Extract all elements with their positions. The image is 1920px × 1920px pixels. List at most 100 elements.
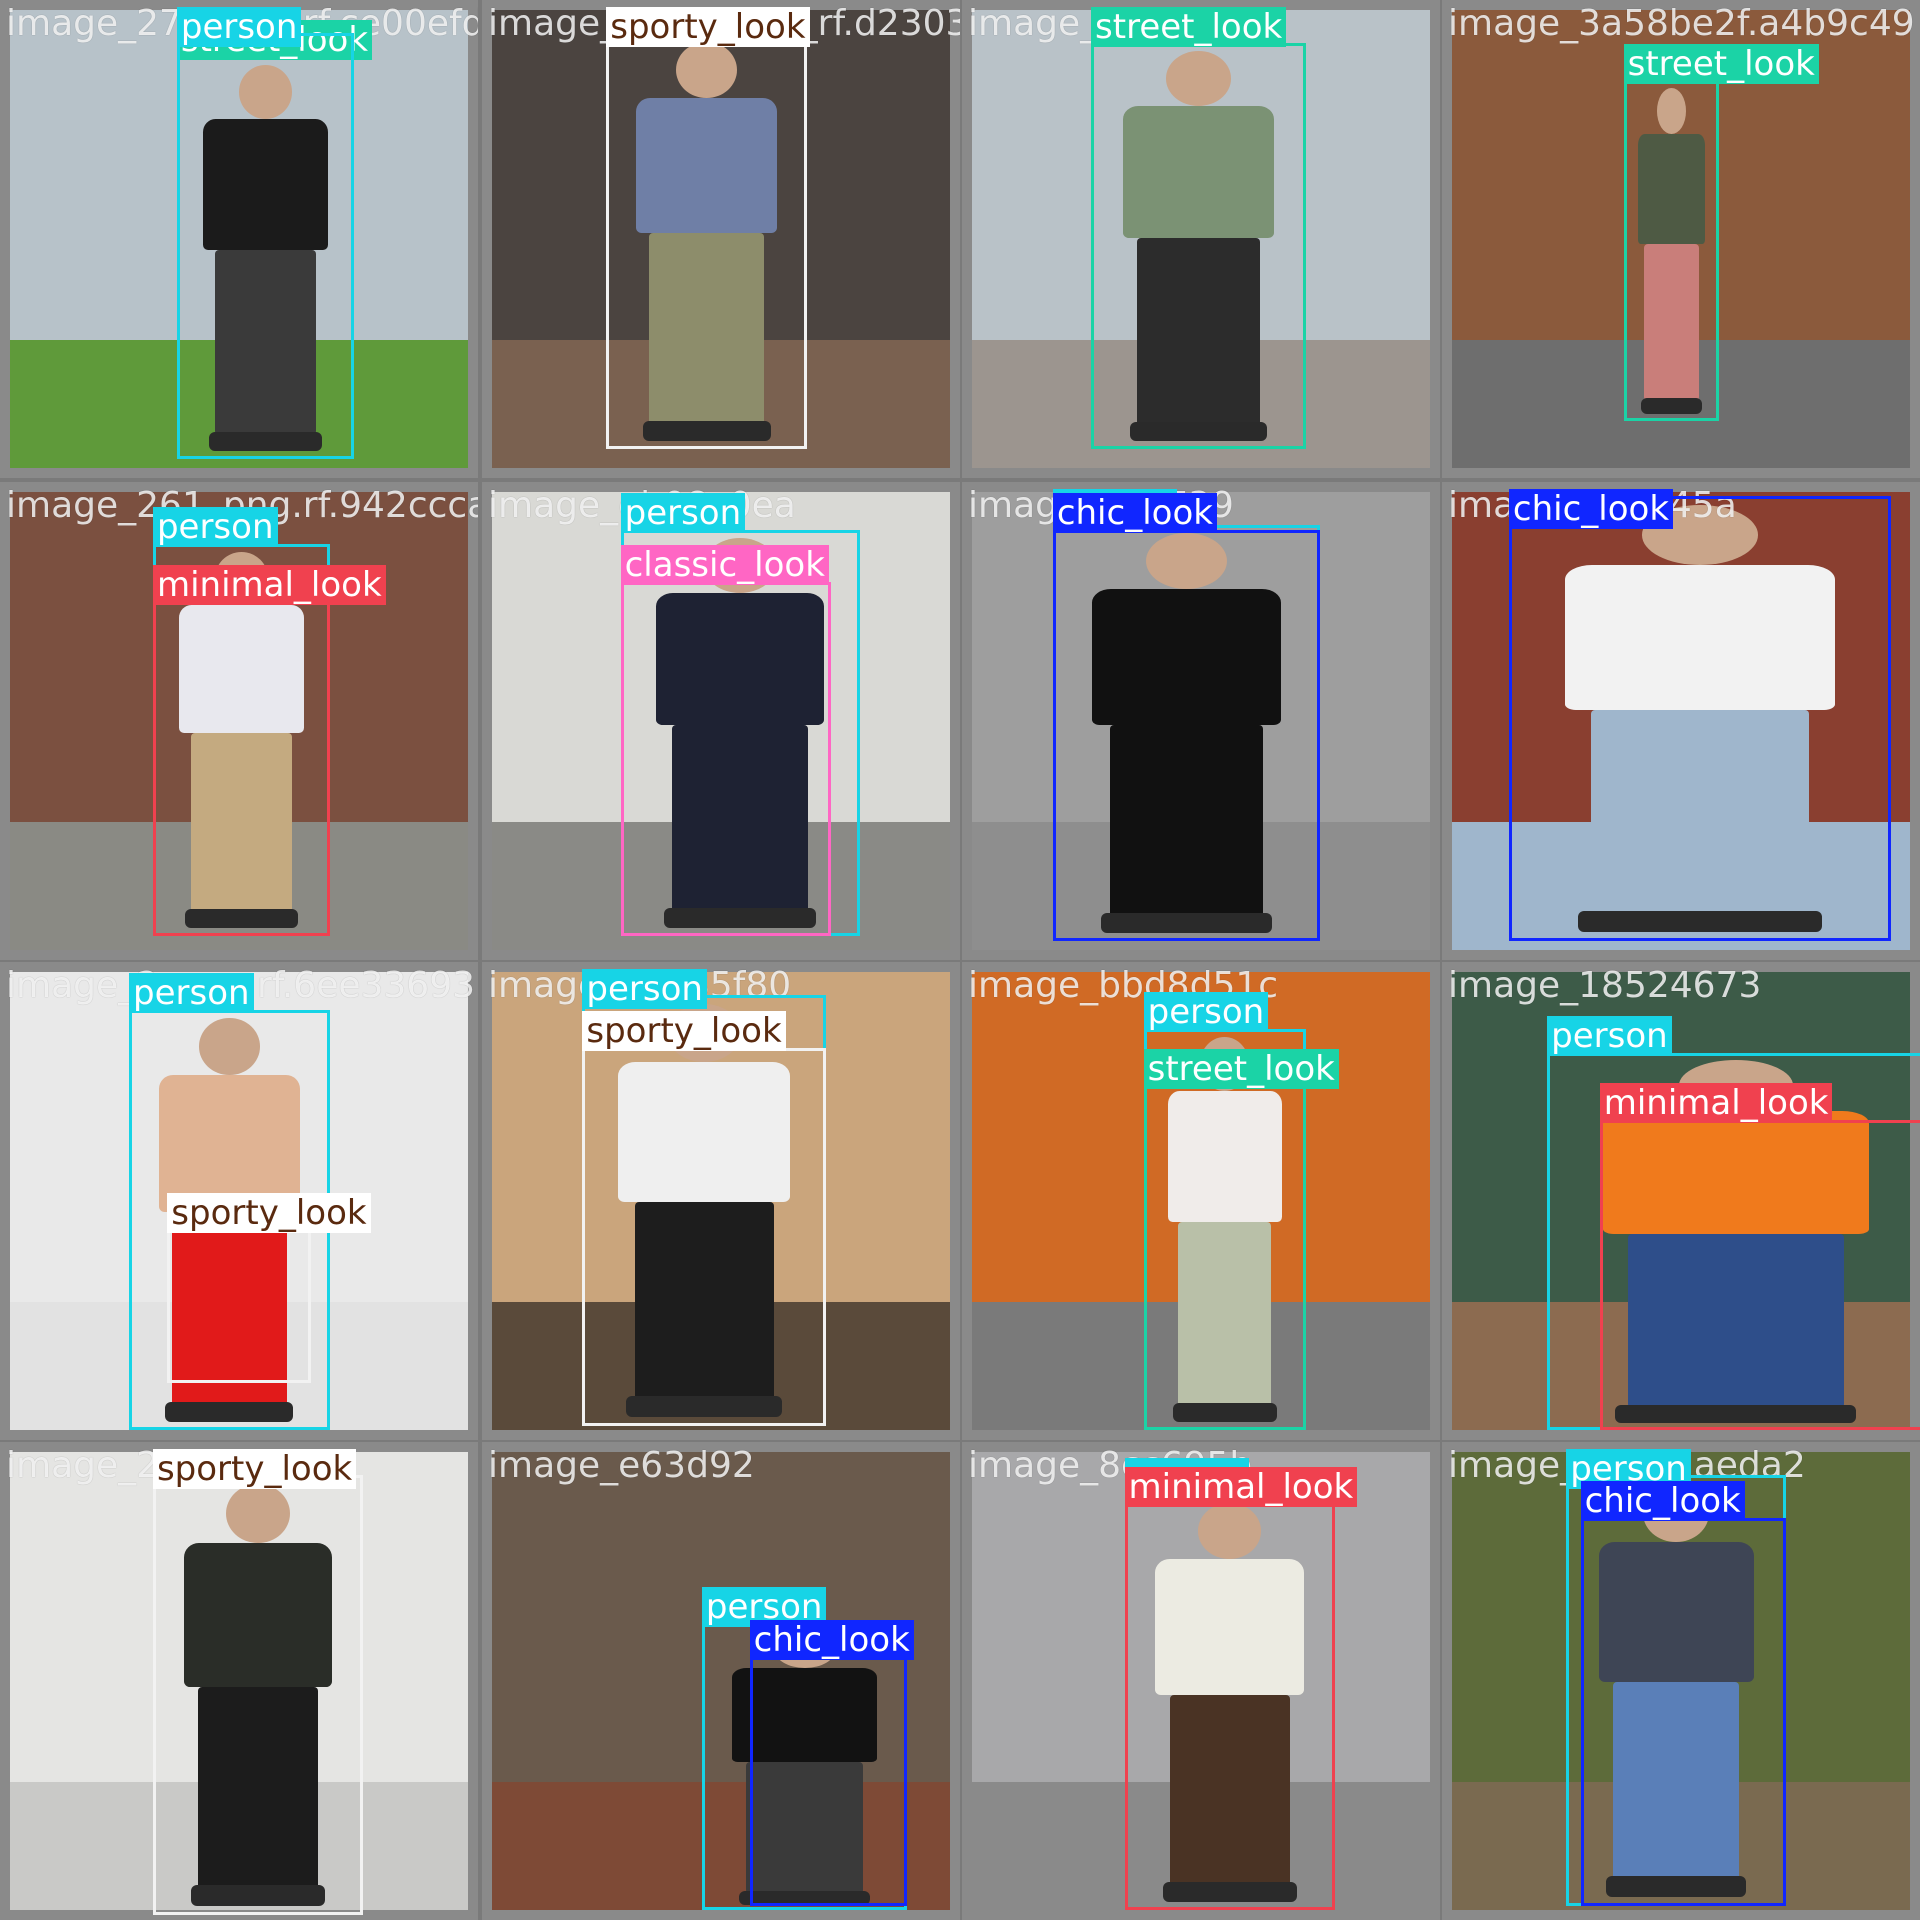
person-figure: [145, 1018, 314, 1422]
figure-head: [1197, 1502, 1262, 1559]
tile-photo: [492, 972, 950, 1430]
figure-legs: [190, 732, 292, 914]
filename-label: image_18524673: [1448, 965, 1762, 1006]
figure-torso: [1598, 1541, 1754, 1683]
person-figure: [1584, 1484, 1769, 1898]
figure-legs: [1644, 244, 1699, 401]
figure-shoes: [1129, 421, 1268, 442]
figure-legs: [1137, 238, 1261, 426]
mosaic-tile: image_8cc695bpersonminimal_look: [962, 1442, 1440, 1920]
figure-shoes: [1101, 912, 1273, 933]
figure-legs: [172, 1212, 287, 1406]
bbox-street-look: street_look: [1091, 6, 1307, 450]
person-figure: [1108, 51, 1289, 442]
figure-legs: [649, 233, 764, 426]
figure-shoes: [1640, 397, 1702, 414]
tile-photo: [972, 1452, 1430, 1910]
person-figure: [167, 551, 316, 929]
bbox-label-sporty-look: sporty_look: [606, 6, 810, 47]
mosaic-tile: image_bbd8d51c person street_look: [962, 962, 1440, 1440]
tile-photo: [1452, 972, 1910, 1430]
bbox-label-minimal-look: minimal_look: [1599, 1082, 1833, 1123]
person-figure: [1141, 1502, 1318, 1903]
figure-shoes: [739, 1890, 871, 1905]
filename-label: image_e63d92: [488, 1445, 755, 1486]
figure-shoes: [1162, 1882, 1297, 1903]
figure-legs: [1590, 710, 1810, 915]
tile-photo: [1452, 492, 1910, 950]
person-figure: [1074, 533, 1299, 933]
bbox-minimal-look: minimal_look: [1124, 1467, 1358, 1911]
figure-head: [226, 1484, 290, 1544]
figure-torso: [635, 97, 778, 234]
bbox-label-street-look: street_look: [1623, 44, 1819, 85]
figure-legs: [634, 1202, 774, 1401]
figure-shoes: [642, 421, 771, 441]
bbox-label-person: person: [620, 492, 746, 533]
figure-shoes: [1615, 1404, 1857, 1423]
mosaic-tile: image_08785f80personsporty_look: [482, 962, 960, 1440]
figure-legs: [198, 1686, 319, 1890]
mosaic-tile: image_3a58be2f.a4b9c49personstreet_look: [1442, 0, 1920, 478]
bbox-sporty-look: sporty_look: [152, 1448, 364, 1916]
figure-shoes: [190, 1885, 326, 1907]
tile-photo: [10, 10, 468, 468]
photo-ground: [492, 1781, 950, 1910]
filename-label: image_3a58be2f.a4b9c49: [1448, 3, 1915, 44]
person-figure: [1540, 505, 1861, 932]
person-figure: [191, 65, 340, 451]
figure-torso: [732, 1667, 878, 1762]
person-figure: [170, 1484, 347, 1907]
bbox-chic-look: chic_look: [749, 1620, 914, 1906]
figure-shoes: [1578, 910, 1823, 932]
bbox-chic-look: chic_look: [1508, 488, 1892, 941]
bbox-label-street-look: street_look: [1091, 6, 1287, 47]
figure-head: [1656, 88, 1686, 134]
mosaic-tile: image_2bd5b6f sporty_look: [0, 1442, 478, 1920]
figure-legs: [214, 250, 316, 436]
figure-torso: [1602, 1111, 1870, 1235]
bbox-minimal-look: minimal_look: [1599, 1082, 1920, 1431]
figure-head: [676, 41, 737, 98]
person-figure: [1631, 88, 1711, 414]
tile-photo: [1452, 10, 1910, 468]
figure-torso: [1565, 564, 1835, 711]
mosaic-tile: image_ebb645apersonchic_look: [1442, 482, 1920, 960]
figure-shoes: [208, 431, 322, 451]
tile-photo: [1452, 1452, 1910, 1910]
mosaic-tile: image_279_png.rf.ce00efd7street_lookpers…: [0, 0, 478, 478]
mosaic-tile: image_2_png.rf.6ee33693personsporty_look: [0, 962, 478, 1440]
mosaic-tile: image_e95ea829personstreet_look: [962, 0, 1440, 478]
bbox-label-person: person: [176, 6, 302, 47]
bbox-label-chic-look: chic_look: [1580, 1481, 1745, 1522]
figure-shoes: [663, 908, 817, 928]
mosaic-tile: image_eb08c0eapersonclassic_look: [482, 482, 960, 960]
bbox-street-look: street_look: [1143, 1049, 1339, 1431]
figure-head: [199, 1018, 260, 1075]
bbox-label-person: person: [152, 507, 278, 548]
figure-legs: [1628, 1234, 1844, 1409]
bbox-person: person: [176, 6, 354, 459]
figure-torso: [1637, 133, 1706, 245]
figure-legs: [1613, 1682, 1739, 1881]
figure-torso: [1167, 1090, 1283, 1222]
person-figure: [622, 41, 791, 441]
mosaic-tile: image_18524673 person minimal_look: [1442, 962, 1920, 1440]
bbox-label-minimal-look: minimal_look: [1124, 1467, 1358, 1508]
bbox-street-look: street_look: [1623, 44, 1819, 421]
mosaic-tile: image_de673a0d_rf.d2303f42sporty_look: [482, 0, 960, 478]
mosaic-tile: image_e6a739personchic_look: [962, 482, 1440, 960]
figure-torso: [618, 1061, 791, 1203]
figure-shoes: [165, 1401, 294, 1422]
bbox-label-person: person: [1143, 991, 1269, 1032]
bbox-sporty-look: sporty_look: [167, 1192, 371, 1383]
bbox-label-street-look: street_look: [1143, 1049, 1339, 1090]
figure-torso: [158, 1074, 301, 1213]
bbox-chic-look: chic_look: [1580, 1481, 1787, 1906]
tile-photo: [10, 1452, 468, 1910]
bbox-label-chic-look: chic_look: [1508, 488, 1674, 529]
bbox-label-person: person: [701, 1586, 827, 1627]
figure-torso: [1155, 1558, 1304, 1695]
